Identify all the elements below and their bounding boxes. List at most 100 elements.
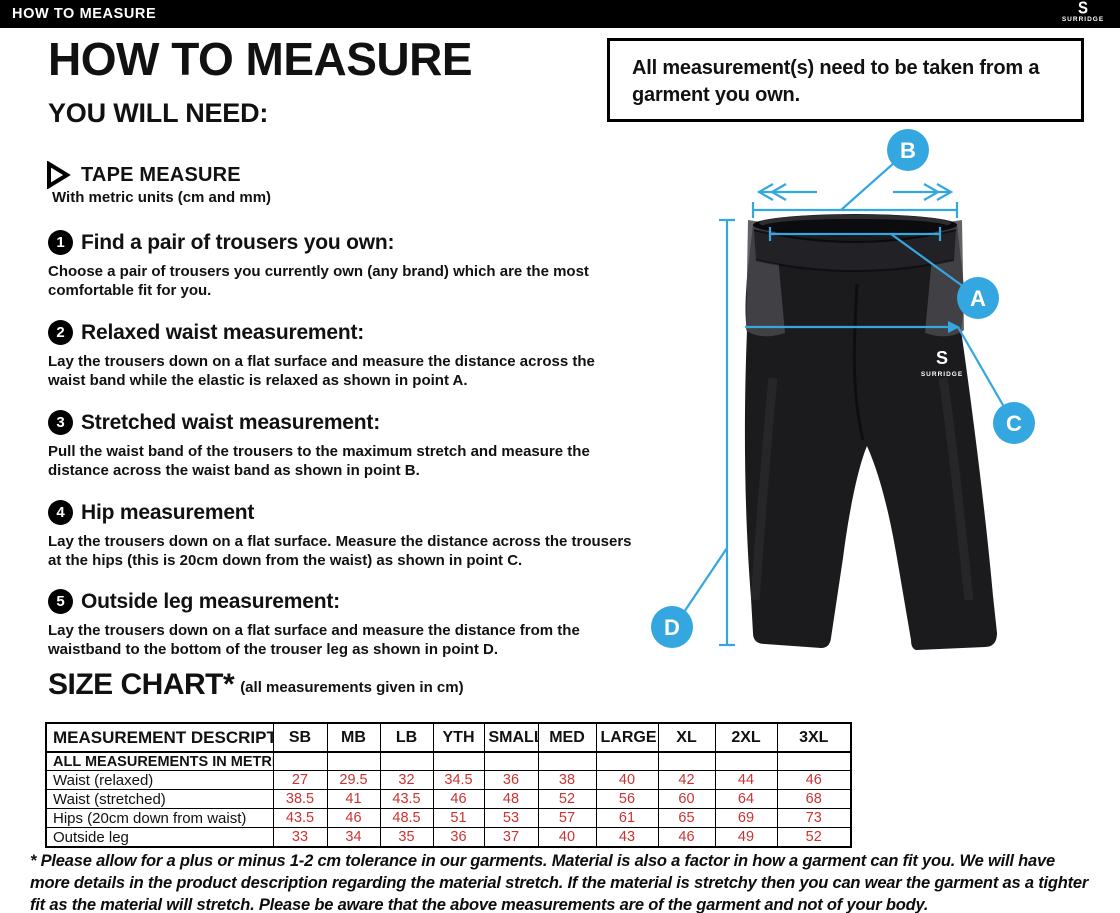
step-3-number-badge: 3 xyxy=(48,410,73,435)
table-cell: 51 xyxy=(432,808,485,828)
step-3-title: Stretched waist measurement: xyxy=(81,410,381,434)
tolerance-footnote: * Please allow for a plus or minus 1-2 c… xyxy=(30,852,1089,913)
size-chart-subtitle: (all measurements given in cm) xyxy=(240,679,464,696)
table-cell: 42 xyxy=(657,770,716,790)
callout-a-badge: A xyxy=(957,277,999,319)
tape-measure-row: TAPE MEASURE xyxy=(45,161,241,189)
size-chart-title: SIZE CHART* xyxy=(48,668,235,701)
step-5: 5 Outside leg measurement: Lay the trous… xyxy=(48,589,638,659)
table-cell: 48.5 xyxy=(379,808,434,828)
tape-measure-note: With metric units (cm and mm) xyxy=(52,189,272,206)
step-5-number-badge: 5 xyxy=(48,589,73,614)
table-header-cell: 2XL xyxy=(714,722,778,753)
table-header-cell: MEASUREMENT DESCRIPTION xyxy=(45,722,274,753)
size-chart-table: MEASUREMENT DESCRIPTION SB MB LB YTH SMA… xyxy=(45,722,852,848)
svg-text:SURRIDGE: SURRIDGE xyxy=(921,371,963,378)
table-cell: 46 xyxy=(776,770,852,790)
top-bar: HOW TO MEASURE S SURRIDGE xyxy=(0,0,1120,28)
table-cell: 38 xyxy=(537,770,597,790)
table-cell: 46 xyxy=(432,789,485,809)
table-header-cell: SB xyxy=(272,722,328,753)
step-1-head: 1 Find a pair of trousers you own: xyxy=(48,230,638,255)
table-cell: 34.5 xyxy=(432,770,485,790)
svg-text:A: A xyxy=(970,286,986,311)
step-4-head: 4 Hip measurement xyxy=(48,500,638,525)
table-cell: 43.5 xyxy=(379,789,434,809)
table-cell: 29.5 xyxy=(326,770,381,790)
table-metric-note: ALL MEASUREMENTS IN METRIC (CM) xyxy=(45,751,274,771)
table-cell: 57 xyxy=(537,808,597,828)
table-header-cell: MED xyxy=(537,722,597,753)
table-cell: 34 xyxy=(326,827,381,848)
step-2-title: Relaxed waist measurement: xyxy=(81,320,365,344)
step-4-body: Lay the trousers down on a flat surface.… xyxy=(48,533,632,569)
surridge-s-icon: S xyxy=(1077,0,1088,19)
row-label: Hips (20cm down from waist) xyxy=(45,808,274,828)
table-row: Hips (20cm down from waist) 43.5 46 48.5… xyxy=(45,808,852,828)
callout-d-badge: D xyxy=(651,606,693,648)
tape-measure-label: TAPE MEASURE xyxy=(81,163,241,186)
measure-line-relaxed-waist xyxy=(768,227,976,296)
you-will-need-heading: YOU WILL NEED: xyxy=(48,98,269,128)
svg-text:C: C xyxy=(1006,411,1022,436)
table-header-cell: YTH xyxy=(432,722,485,753)
table-cell: 41 xyxy=(326,789,381,809)
stretch-arrow-left-icon xyxy=(756,183,817,201)
table-header-row: MEASUREMENT DESCRIPTION SB MB LB YTH SMA… xyxy=(45,722,852,753)
table-cell: 43.5 xyxy=(272,808,328,828)
table-cell: 40 xyxy=(595,770,659,790)
step-2-number-badge: 2 xyxy=(48,320,73,345)
step-2: 2 Relaxed waist measurement: Lay the tro… xyxy=(48,320,638,390)
table-cell: 61 xyxy=(595,808,659,828)
step-3-body: Pull the waist band of the trousers to t… xyxy=(48,443,590,479)
table-cell: 56 xyxy=(595,789,659,809)
table-row: Waist (stretched) 38.5 41 43.5 46 48 52 … xyxy=(45,789,852,809)
table-cell: 46 xyxy=(657,827,716,848)
row-label: Waist (stretched) xyxy=(45,789,274,809)
row-label: Waist (relaxed) xyxy=(45,770,274,790)
table-cell xyxy=(379,751,434,771)
trousers-brand-logo: S SURRIDGE xyxy=(921,348,963,378)
table-cell: 53 xyxy=(483,808,539,828)
table-header-cell: LARGE xyxy=(595,722,659,753)
table-cell xyxy=(595,751,659,771)
table-header-cell: MB xyxy=(326,722,381,753)
table-metric-row: ALL MEASUREMENTS IN METRIC (CM) xyxy=(45,751,852,771)
table-cell: 37 xyxy=(483,827,539,848)
surridge-wordmark: SURRIDGE xyxy=(1061,16,1105,23)
step-4-number-badge: 4 xyxy=(48,500,73,525)
step-3: 3 Stretched waist measurement: Pull the … xyxy=(48,410,638,480)
table-cell: 73 xyxy=(776,808,852,828)
svg-text:D: D xyxy=(664,615,680,640)
table-row: Waist (relaxed) 27 29.5 32 34.5 36 38 40… xyxy=(45,770,852,790)
step-5-head: 5 Outside leg measurement: xyxy=(48,589,638,614)
step-2-head: 2 Relaxed waist measurement: xyxy=(48,320,638,345)
step-5-title: Outside leg measurement: xyxy=(81,589,340,613)
table-cell xyxy=(537,751,597,771)
table-row: Outside leg 33 34 35 36 37 40 43 46 49 5… xyxy=(45,827,852,848)
table-cell xyxy=(657,751,716,771)
table-cell: 65 xyxy=(657,808,716,828)
trousers-measurement-diagram: S SURRIDGE xyxy=(651,129,1035,650)
step-3-head: 3 Stretched waist measurement: xyxy=(48,410,638,435)
page-title: HOW TO MEASURE xyxy=(48,33,473,85)
step-5-body: Lay the trousers down on a flat surface … xyxy=(48,622,580,658)
table-cell xyxy=(483,751,539,771)
table-cell xyxy=(714,751,778,771)
table-cell: 44 xyxy=(714,770,778,790)
step-1-number-badge: 1 xyxy=(48,230,73,255)
trousers-graphic: S SURRIDGE xyxy=(744,214,997,650)
measurement-note-box: All measurement(s) need to be taken from… xyxy=(607,38,1084,122)
top-bar-title: HOW TO MEASURE xyxy=(12,6,157,22)
table-cell xyxy=(432,751,485,771)
table-cell: 60 xyxy=(657,789,716,809)
table-cell: 49 xyxy=(714,827,778,848)
step-4: 4 Hip measurement Lay the trousers down … xyxy=(48,500,638,570)
table-cell: 40 xyxy=(537,827,597,848)
callout-c-badge: C xyxy=(993,402,1035,444)
table-cell xyxy=(326,751,381,771)
table-cell: 52 xyxy=(776,827,852,848)
step-2-body: Lay the trousers down on a flat surface … xyxy=(48,353,595,389)
surridge-logo: S SURRIDGE xyxy=(1060,0,1106,24)
